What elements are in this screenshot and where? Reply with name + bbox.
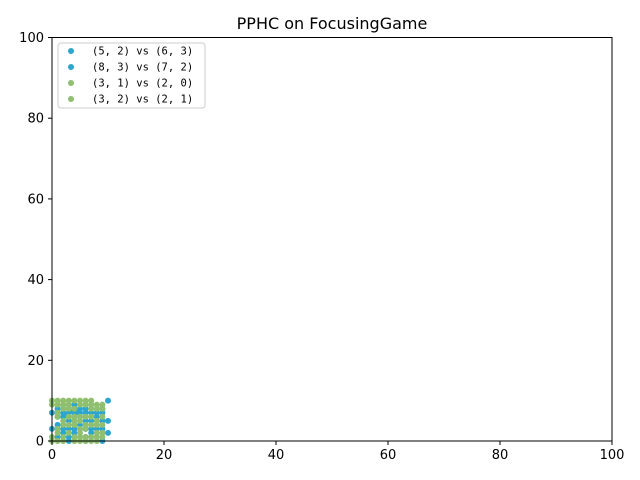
- data-point: [99, 405, 106, 412]
- legend-label: (5, 2) vs (6, 3): [92, 46, 193, 58]
- data-point: [99, 421, 106, 428]
- x-tick-label: 0: [48, 448, 56, 463]
- y-tick-label: 20: [27, 354, 44, 369]
- data-point: [88, 421, 95, 428]
- data-point: [93, 421, 100, 428]
- data-point: [71, 421, 78, 428]
- data-point: [60, 401, 67, 408]
- legend-label: (8, 3) vs (7, 2): [92, 62, 193, 74]
- legend-marker: [68, 96, 74, 102]
- data-point: [60, 417, 67, 424]
- data-point: [82, 413, 89, 420]
- data-point: [82, 401, 89, 408]
- data-point: [105, 397, 111, 404]
- legend-box: [57, 42, 206, 109]
- x-tick-label: 60: [380, 448, 397, 463]
- data-point: [65, 421, 72, 428]
- legend-marker: [68, 48, 74, 54]
- data-point: [77, 397, 83, 404]
- legend-label: (3, 2) vs (2, 1): [92, 94, 193, 106]
- y-tick-label: 0: [36, 435, 44, 450]
- data-point: [99, 429, 106, 436]
- data-point: [88, 433, 95, 440]
- chart-title: PPHC on FocusingGame: [237, 14, 428, 33]
- data-point: [71, 405, 78, 412]
- data-point: [77, 425, 83, 432]
- y-tick-label: 100: [19, 31, 44, 46]
- y-tick-label: 60: [27, 192, 44, 207]
- data-point: [77, 413, 83, 420]
- data-point: [65, 429, 72, 436]
- x-tick-label: 20: [156, 448, 173, 463]
- x-tick-label: 40: [268, 448, 285, 463]
- legend-label: (3, 1) vs (2, 0): [92, 78, 193, 90]
- data-point: [105, 417, 111, 424]
- x-tick-label: 80: [492, 448, 509, 463]
- x-tick-label: 100: [600, 448, 625, 463]
- data-point: [88, 413, 95, 420]
- data-point: [93, 433, 100, 440]
- data-point: [65, 401, 72, 408]
- data-point: [93, 405, 100, 412]
- data-point: [99, 413, 106, 420]
- data-point: [77, 433, 83, 440]
- data-point: [54, 425, 61, 432]
- x-axis: 0 20 40 60 80 100: [48, 441, 625, 463]
- data-point: [71, 413, 78, 420]
- data-point: [82, 425, 89, 432]
- legend: (5, 2) vs (6, 3) (8, 3) vs (7, 2) (3, 1) v…: [57, 42, 206, 109]
- data-point: [54, 409, 61, 416]
- data-point: [54, 397, 61, 404]
- legend-marker: [68, 80, 74, 86]
- y-axis: 0 20 40 60 80 100: [19, 31, 52, 450]
- data-point: [65, 413, 72, 420]
- data-point: [71, 397, 78, 404]
- y-tick-label: 40: [27, 273, 44, 288]
- data-point: [71, 433, 78, 440]
- data-points: [49, 397, 111, 444]
- data-point: [105, 429, 111, 436]
- data-point: [88, 401, 95, 408]
- y-tick-label: 80: [27, 112, 44, 127]
- plot-area-frame: [51, 37, 613, 442]
- legend-marker: [68, 64, 74, 70]
